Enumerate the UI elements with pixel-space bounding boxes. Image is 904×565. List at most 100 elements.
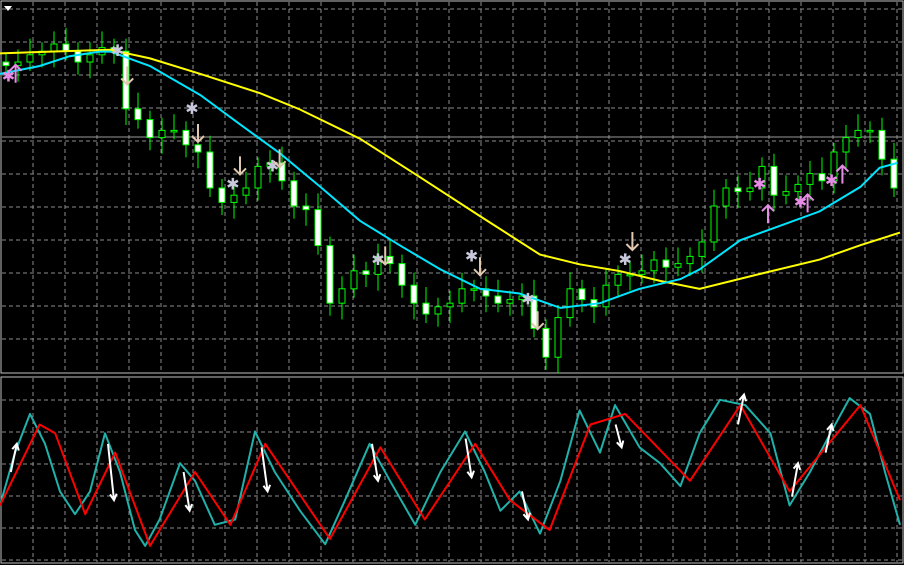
candle-body (410, 284, 418, 304)
oscillator-down-arrow-icon (182, 471, 193, 513)
candle (734, 175, 742, 208)
candle-body (878, 129, 886, 160)
candle-body (326, 245, 334, 304)
buy-star-icon: ✱ (2, 66, 15, 85)
candle (422, 287, 430, 323)
candle (398, 254, 406, 298)
candle-body (518, 295, 526, 301)
candle (446, 290, 454, 323)
oscillator-down-arrow-icon (521, 491, 531, 522)
sell-star-icon: ✱ (371, 250, 384, 269)
candle (506, 290, 514, 316)
candle-body (338, 288, 346, 304)
candle (314, 193, 322, 255)
candle (890, 143, 898, 197)
candle (722, 179, 730, 219)
candle-body (74, 50, 82, 63)
candle (158, 117, 166, 154)
candle-body (266, 162, 274, 167)
candle-body (218, 187, 226, 203)
candle-body (242, 187, 250, 196)
candle-body (854, 129, 862, 139)
candle (230, 182, 238, 219)
candle (746, 171, 754, 201)
candle-body (686, 255, 694, 265)
oscillator-up-arrow-icon (9, 441, 20, 473)
candle (518, 283, 526, 316)
candle-body (842, 137, 850, 153)
candle-body (662, 259, 670, 268)
candle-body (602, 284, 610, 308)
candle-body (158, 129, 166, 139)
candle-body (830, 151, 838, 182)
candle-body (26, 54, 34, 63)
candle-body (470, 288, 478, 291)
buy-arrow-icon (8, 63, 23, 83)
sell-star-icon: ✱ (185, 99, 198, 118)
price-panel-frame (0, 0, 904, 374)
candle-body (806, 173, 814, 185)
sell-star-icon: ✱ (111, 41, 124, 60)
candle (26, 38, 34, 71)
chart-menu-triangle-icon[interactable] (4, 6, 12, 11)
candle (554, 305, 562, 374)
oscillator-panel[interactable] (0, 392, 901, 547)
candle-body (86, 54, 94, 63)
candle-body (50, 43, 58, 52)
candle-body (182, 129, 190, 146)
oscillator-down-arrow-icon (107, 443, 118, 503)
candle-body (554, 317, 562, 358)
candle-body (446, 302, 454, 308)
candle-body (710, 205, 718, 243)
slow-ma-line (0, 48, 901, 290)
candle-body (302, 205, 310, 211)
candle-body (14, 61, 22, 67)
candle-body (434, 306, 442, 315)
candle-body (194, 144, 202, 153)
candle (206, 135, 214, 197)
candle (878, 117, 886, 176)
candle (710, 189, 718, 251)
candle (578, 279, 586, 313)
buy-star-icon: ✱ (753, 174, 766, 193)
candle (794, 175, 802, 205)
candle (782, 175, 790, 205)
price-panel[interactable]: ✱ ✱ ✱ ✱ ✱ ✱ ✱ ✱ ✱ ✱ ✱ ✱ (0, 27, 901, 374)
candle (218, 179, 226, 215)
candle (362, 261, 370, 287)
candle-body (614, 273, 622, 286)
sell-star-icon: ✱ (521, 290, 534, 309)
candle (350, 254, 358, 298)
candle (602, 269, 610, 316)
candle (542, 319, 550, 370)
candle-body (866, 129, 874, 133)
oscillator-up-arrow-icon (791, 461, 802, 497)
candle-body (134, 108, 142, 121)
buy-arrow-icon (761, 203, 775, 224)
oscillator-down-arrow-icon (614, 424, 625, 450)
candle (242, 171, 250, 205)
sell-arrow-icon (530, 311, 545, 331)
candle (470, 279, 478, 302)
candle-body (674, 263, 682, 268)
candle-body (314, 209, 322, 247)
candle-body (566, 288, 574, 319)
candle (134, 92, 142, 129)
candle (86, 42, 94, 79)
candle-body (398, 263, 406, 286)
candle-body (254, 165, 262, 189)
candle-body (494, 295, 502, 304)
buy-star-icon: ✱ (794, 192, 807, 211)
candle-body (698, 241, 706, 257)
candle (254, 157, 262, 201)
oscillator-down-arrow-icon (371, 443, 382, 483)
oscillator-main-line (0, 397, 901, 547)
oscillator-up-arrow-icon (737, 392, 748, 425)
candle-body (638, 270, 646, 275)
candle-body (890, 158, 898, 189)
candle-body (206, 151, 214, 189)
candle-body (650, 259, 658, 272)
candle-body (2, 61, 10, 67)
